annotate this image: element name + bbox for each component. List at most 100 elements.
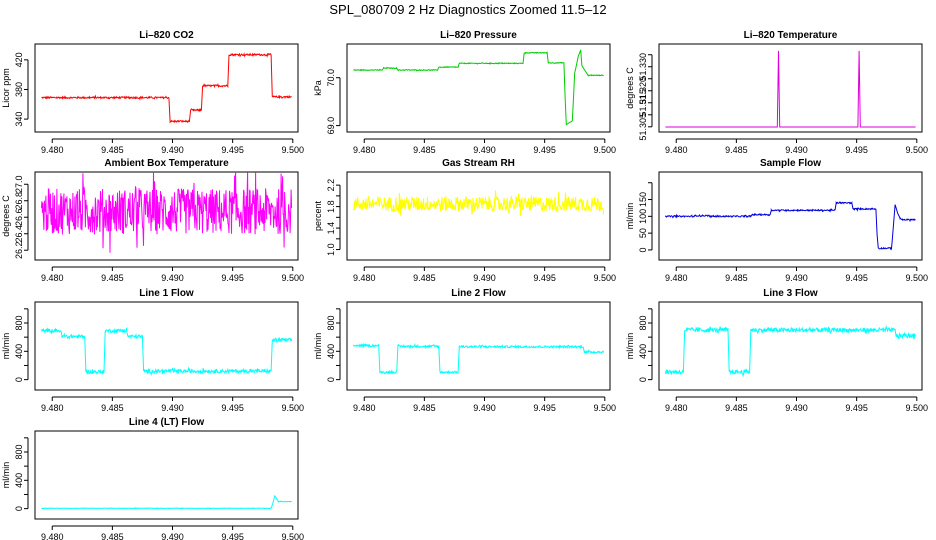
x-tick-label: 9.500 <box>906 403 929 413</box>
y-tick-label: 26.4 <box>14 225 24 243</box>
y-tick-label: 800 <box>326 315 336 330</box>
panel-line4: Line 4 (LT) Flow 9.480 9.485 9.490 9.495 9.50… <box>1 417 304 540</box>
figure-title: SPL_080709 2 Hz Diagnostics Zoomed 11.5–… <box>329 2 606 17</box>
y-axis-label: percent <box>313 200 323 231</box>
x-tick-label: 9.490 <box>473 273 496 283</box>
x-tick-label: 9.490 <box>161 532 184 540</box>
y-tick-label: 50 <box>638 228 648 238</box>
x-tick-label: 9.490 <box>161 273 184 283</box>
y-tick-label: 400 <box>14 473 24 488</box>
y-tick-label: 340 <box>14 112 24 127</box>
x-tick-label: 9.500 <box>282 273 305 283</box>
y-tick-label: 150 <box>638 192 648 207</box>
series-line <box>352 342 605 375</box>
y-tick-label: 51.315 <box>638 89 648 117</box>
x-tick-label: 9.500 <box>594 145 617 155</box>
y-tick-label: 100 <box>638 209 648 224</box>
y-tick-label: 800 <box>638 315 648 330</box>
x-tick-label: 9.485 <box>101 145 124 155</box>
y-tick-label: 51.330 <box>638 53 648 81</box>
series-line <box>352 190 605 216</box>
x-tick-label: 9.485 <box>101 403 124 413</box>
panel-co2: Li–820 CO2 9.480 9.485 9.490 9.495 9.500 340 38… <box>1 30 304 155</box>
x-tick-label: 9.500 <box>594 403 617 413</box>
plot-frame <box>658 171 923 261</box>
y-tick-label: 400 <box>326 344 336 359</box>
x-tick-label: 9.485 <box>725 145 748 155</box>
x-tick-label: 9.495 <box>845 403 868 413</box>
x-tick-label: 9.495 <box>533 403 556 413</box>
series-line <box>665 50 916 128</box>
x-tick-label: 9.485 <box>725 403 748 413</box>
series-line <box>41 494 292 510</box>
panel-line2: Line 2 Flow 9.480 9.485 9.490 9.495 9.500 0 400… <box>313 288 616 413</box>
x-tick-label: 9.480 <box>41 403 64 413</box>
x-tick-label: 9.500 <box>594 273 617 283</box>
panel-title: Line 3 Flow <box>763 288 818 299</box>
y-axis-label: ml/min <box>313 333 323 360</box>
y-tick-label: 26.6 <box>14 208 24 226</box>
y-tick-label: 380 <box>14 82 24 97</box>
panel-title: Ambient Box Temperature <box>104 158 229 169</box>
panel-ambient_temp: Ambient Box Temperature 9.480 9.485 9.490 9.… <box>1 158 304 283</box>
y-axis-label: ml/min <box>1 333 11 360</box>
y-tick-label: 0 <box>14 506 24 511</box>
panel-title: Li–820 Temperature <box>744 30 838 41</box>
y-axis-label: ml/min <box>625 203 635 230</box>
y-tick-label: 2.2 <box>326 179 336 192</box>
x-tick-label: 9.490 <box>161 403 184 413</box>
x-tick-label: 9.490 <box>473 145 496 155</box>
plot-frame <box>346 43 611 133</box>
y-tick-label: 420 <box>14 52 24 67</box>
x-tick-label: 9.485 <box>725 273 748 283</box>
series-line <box>664 201 916 251</box>
panel-title: Li–820 Pressure <box>440 30 517 41</box>
x-tick-label: 9.495 <box>221 145 244 155</box>
y-tick-label: 51.305 <box>638 113 648 141</box>
y-axis-label: degrees C <box>1 195 11 237</box>
plot-frame <box>34 43 299 133</box>
x-tick-label: 9.490 <box>161 145 184 155</box>
series-line <box>353 49 604 126</box>
panel-pressure: Li–820 Pressure 9.480 9.485 9.490 9.495 9.500… <box>313 30 616 155</box>
x-tick-label: 9.500 <box>282 532 305 540</box>
y-tick-label: 69.0 <box>326 117 336 135</box>
plot-frame <box>658 301 923 391</box>
plot-frame <box>34 301 299 391</box>
y-axis-label: Licor ppm <box>1 68 11 108</box>
y-axis-label: kPa <box>313 80 323 96</box>
x-tick-label: 9.480 <box>353 145 376 155</box>
x-tick-label: 9.500 <box>282 145 305 155</box>
x-tick-label: 9.480 <box>41 532 64 540</box>
panel-title: Sample Flow <box>760 158 821 169</box>
x-tick-label: 9.490 <box>785 273 808 283</box>
x-tick-label: 9.495 <box>533 273 556 283</box>
x-tick-label: 9.480 <box>41 145 64 155</box>
plot-frame <box>346 171 611 261</box>
y-tick-label: 26.2 <box>14 241 24 259</box>
y-tick-label: 800 <box>14 444 24 459</box>
x-tick-label: 9.495 <box>221 532 244 540</box>
series-line <box>40 326 293 376</box>
panel-licor_temp: Li–820 Temperature 9.480 9.485 9.490 9.495 9.… <box>625 30 928 155</box>
x-tick-label: 9.480 <box>665 403 688 413</box>
y-tick-label: 70.0 <box>326 69 336 87</box>
x-tick-label: 9.485 <box>413 403 436 413</box>
panel-title: Gas Stream RH <box>442 158 515 169</box>
panel-rh: Gas Stream RH 9.480 9.485 9.490 9.495 9.500 1.… <box>313 158 616 283</box>
y-axis-label: ml/min <box>1 462 11 489</box>
x-tick-label: 9.500 <box>906 145 929 155</box>
y-axis-label: ml/min <box>625 333 635 360</box>
x-tick-label: 9.480 <box>41 273 64 283</box>
y-tick-label: 51.320 <box>638 77 648 105</box>
panel-line3: Line 3 Flow 9.480 9.485 9.490 9.495 9.500 0 400… <box>625 288 928 413</box>
y-tick-label: 1.0 <box>326 243 336 256</box>
y-tick-label: 1.8 <box>326 200 336 213</box>
x-tick-label: 9.480 <box>665 273 688 283</box>
x-tick-label: 9.485 <box>413 145 436 155</box>
plot-frame <box>34 171 299 261</box>
panel-title: Line 1 Flow <box>139 288 194 299</box>
x-tick-label: 9.495 <box>533 145 556 155</box>
series-line <box>40 172 293 253</box>
